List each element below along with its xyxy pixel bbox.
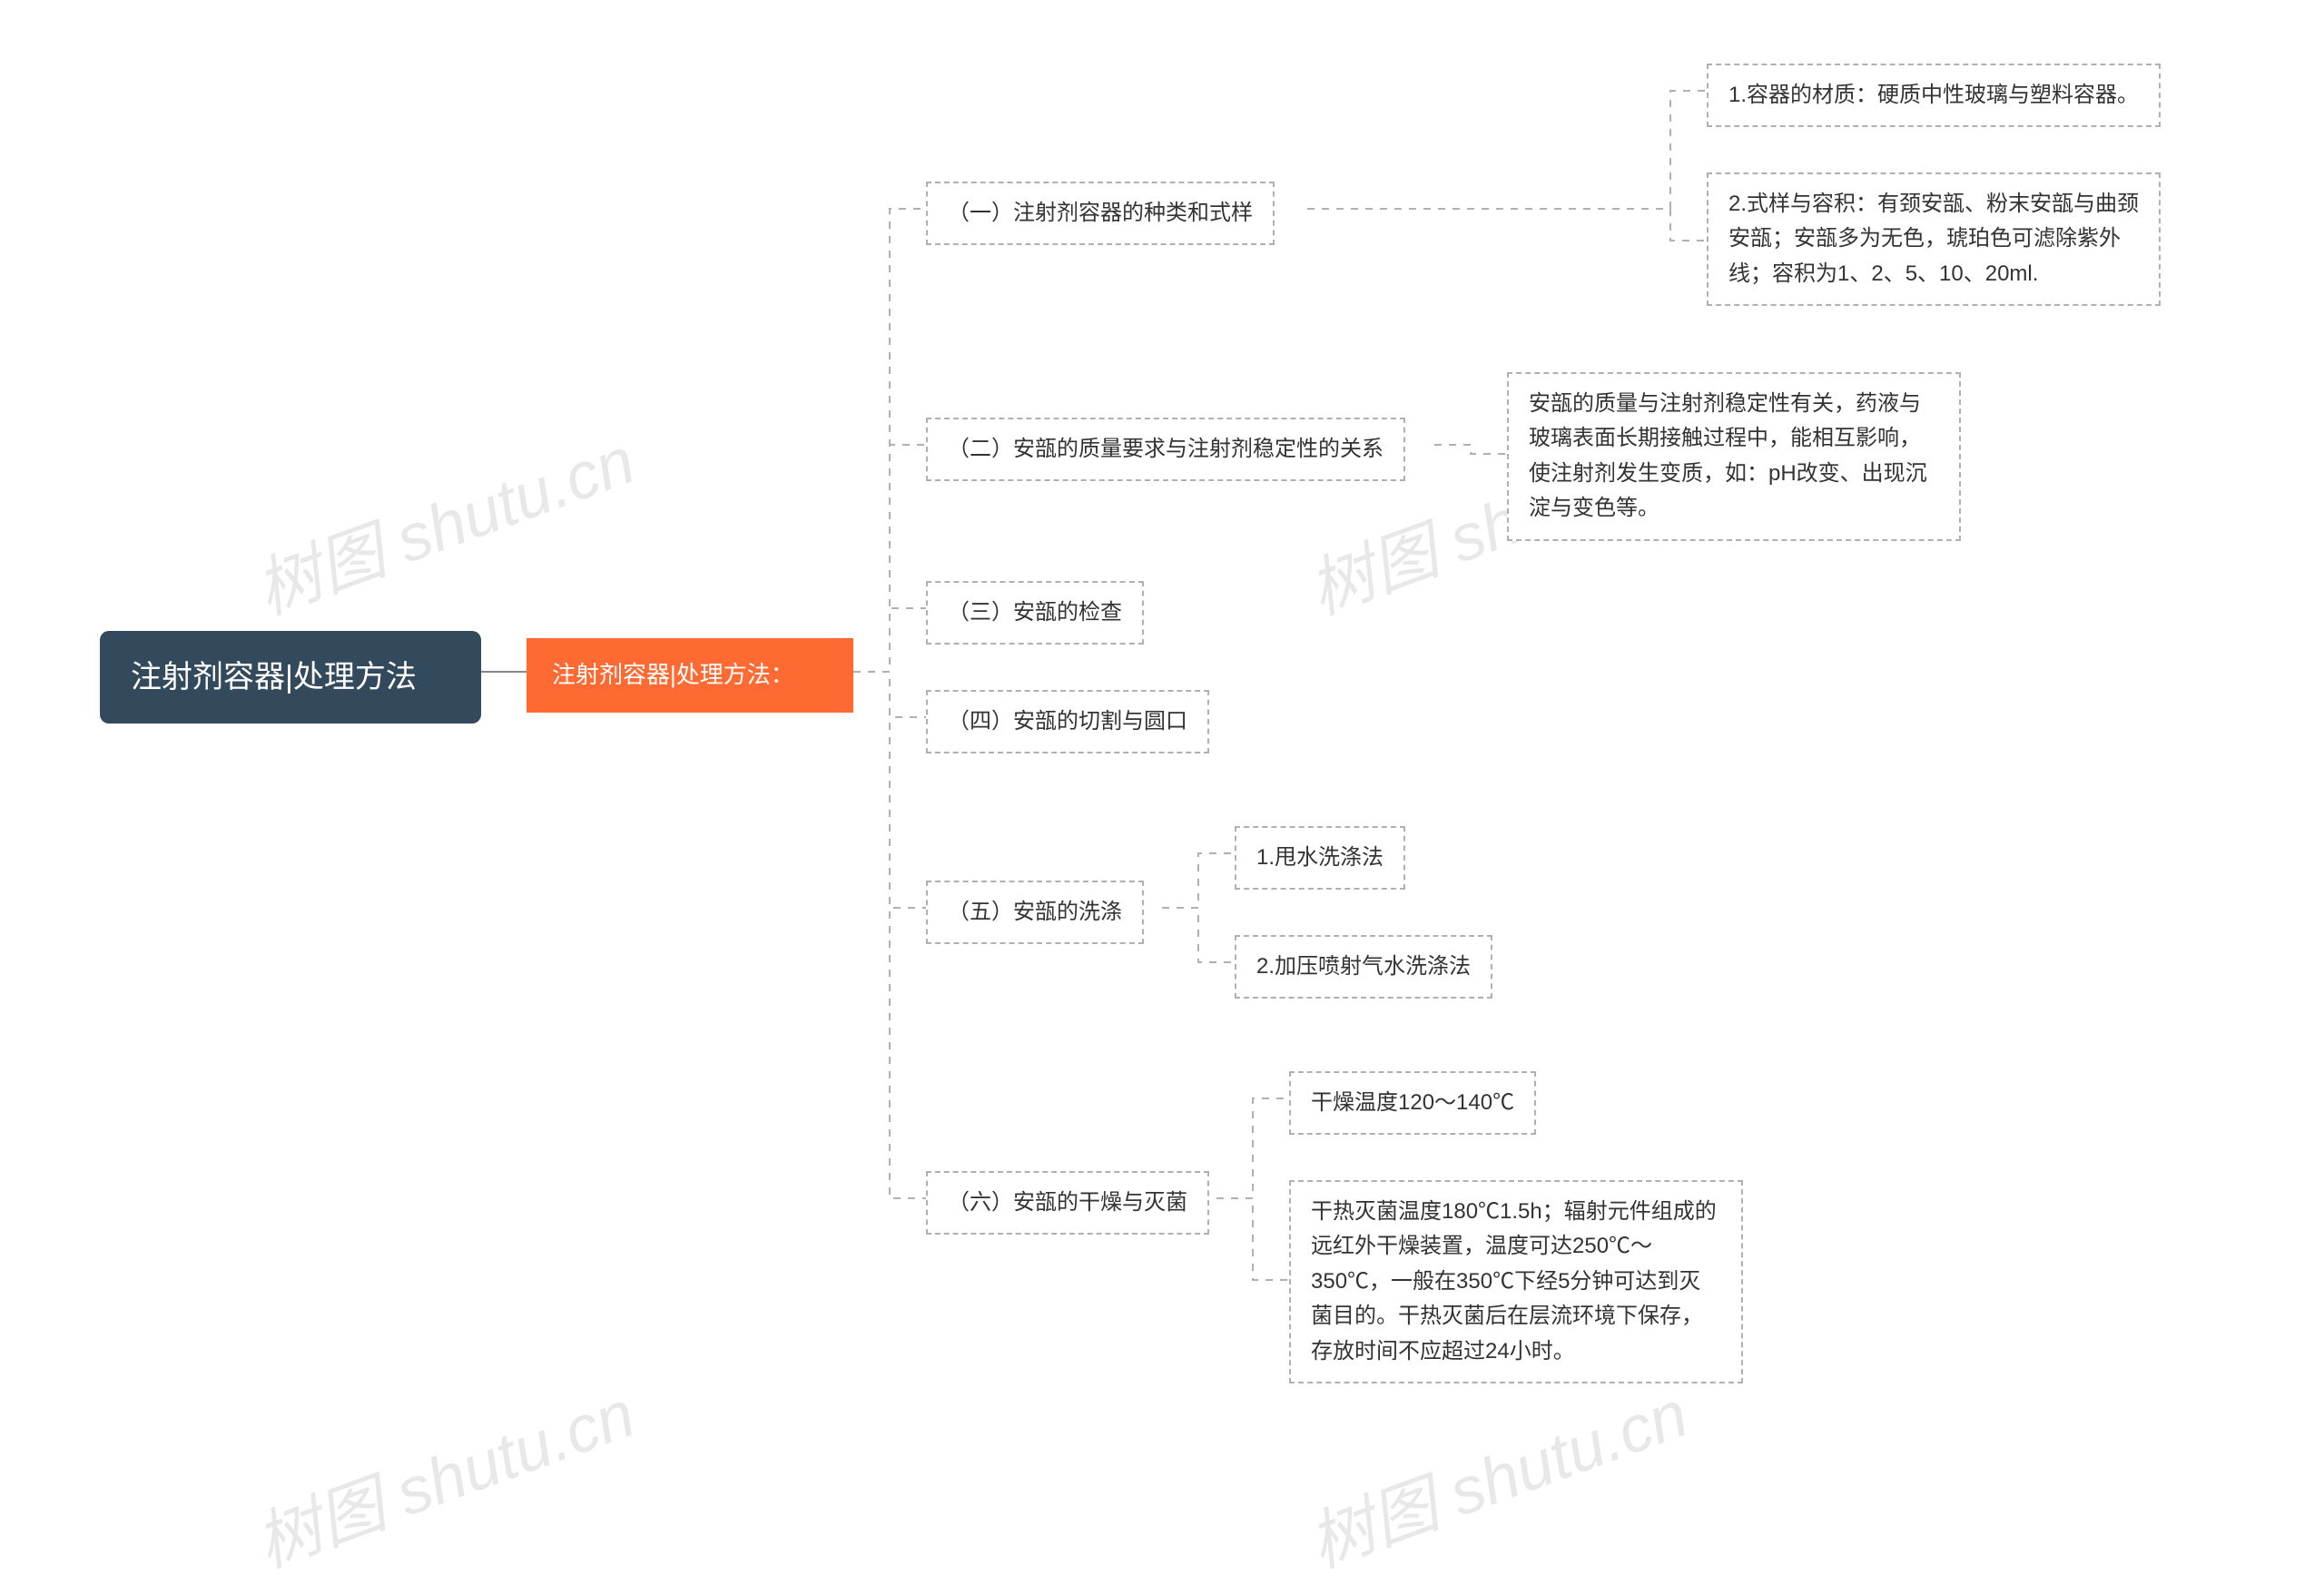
branch-5-child-2: 2.加压喷射气水洗涤法	[1235, 935, 1492, 999]
branch-2: （二）安瓿的质量要求与注射剂稳定性的关系	[926, 418, 1405, 481]
branch-1-child-2: 2.式样与容积：有颈安瓿、粉末安瓿与曲颈安瓿；安瓿多为无色，琥珀色可滤除紫外线；…	[1707, 172, 2161, 306]
branch-1-child-1: 1.容器的材质：硬质中性玻璃与塑料容器。	[1707, 64, 2161, 127]
main-node: 注射剂容器|处理方法：	[527, 638, 853, 713]
branch-6-child-1: 干燥温度120～140℃	[1289, 1071, 1536, 1135]
mindmap-canvas: 树图 shutu.cn 树图 shutu.cn 树图 shutu.cn 树图 s…	[0, 0, 2324, 1524]
branch-6-child-2: 干热灭菌温度180℃1.5h；辐射元件组成的远红外干燥装置，温度可达250℃～3…	[1289, 1180, 1743, 1383]
branch-6: （六）安瓿的干燥与灭菌	[926, 1171, 1209, 1235]
branch-1: （一）注射剂容器的种类和式样	[926, 182, 1275, 245]
watermark: 树图 shutu.cn	[241, 1361, 645, 1585]
branch-2-child-1: 安瓿的质量与注射剂稳定性有关，药液与玻璃表面长期接触过程中，能相互影响，使注射剂…	[1507, 372, 1961, 541]
watermark: 树图 shutu.cn	[1294, 1361, 1699, 1585]
watermark: 树图 shutu.cn	[241, 408, 645, 633]
branch-4: （四）安瓿的切割与圆口	[926, 690, 1209, 753]
branch-5: （五）安瓿的洗涤	[926, 881, 1144, 944]
root-node: 注射剂容器|处理方法	[100, 631, 481, 724]
branch-5-child-1: 1.甩水洗涤法	[1235, 826, 1405, 890]
branch-3: （三）安瓿的检查	[926, 581, 1144, 645]
